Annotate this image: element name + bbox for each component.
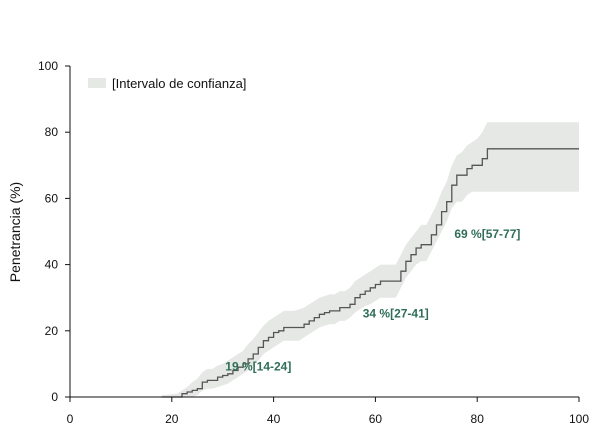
y-axis-ticks: 0 20 40 60 80 100 <box>38 59 70 404</box>
x-tick-label: 100 <box>569 412 589 426</box>
y-tick-label: 80 <box>45 125 59 139</box>
confidence-band <box>161 122 579 398</box>
plot-area <box>161 122 579 398</box>
axes: 0 20 40 60 80 100 0 20 40 60 80 100 <box>38 59 589 426</box>
x-tick-label: 40 <box>267 412 281 426</box>
penetrance-annotation: 19 %[14-24] <box>225 360 291 374</box>
y-tick-label: 0 <box>51 390 58 404</box>
y-tick-label: 100 <box>38 59 58 73</box>
annotations: 19 %[14-24] 34 %[27-41] 69 %[57-77] <box>225 227 520 373</box>
y-tick-label: 60 <box>45 191 59 205</box>
penetrance-line <box>161 148 579 398</box>
x-tick-label: 20 <box>165 412 179 426</box>
penetrance-annotation: 69 %[57-77] <box>454 227 520 241</box>
x-tick-label: 60 <box>369 412 383 426</box>
y-axis-title: Penetrancia (%) <box>7 182 23 282</box>
y-tick-label: 20 <box>45 324 59 338</box>
legend-swatch <box>88 78 106 88</box>
y-tick-label: 40 <box>45 258 59 272</box>
legend-label: [Intervalo de confianza] <box>112 76 246 91</box>
penetrance-annotation: 34 %[27-41] <box>363 307 429 321</box>
x-axis-ticks: 0 20 40 60 80 100 <box>67 397 589 426</box>
x-tick-label: 0 <box>67 412 74 426</box>
x-tick-label: 80 <box>471 412 485 426</box>
legend: [Intervalo de confianza] <box>88 76 246 91</box>
